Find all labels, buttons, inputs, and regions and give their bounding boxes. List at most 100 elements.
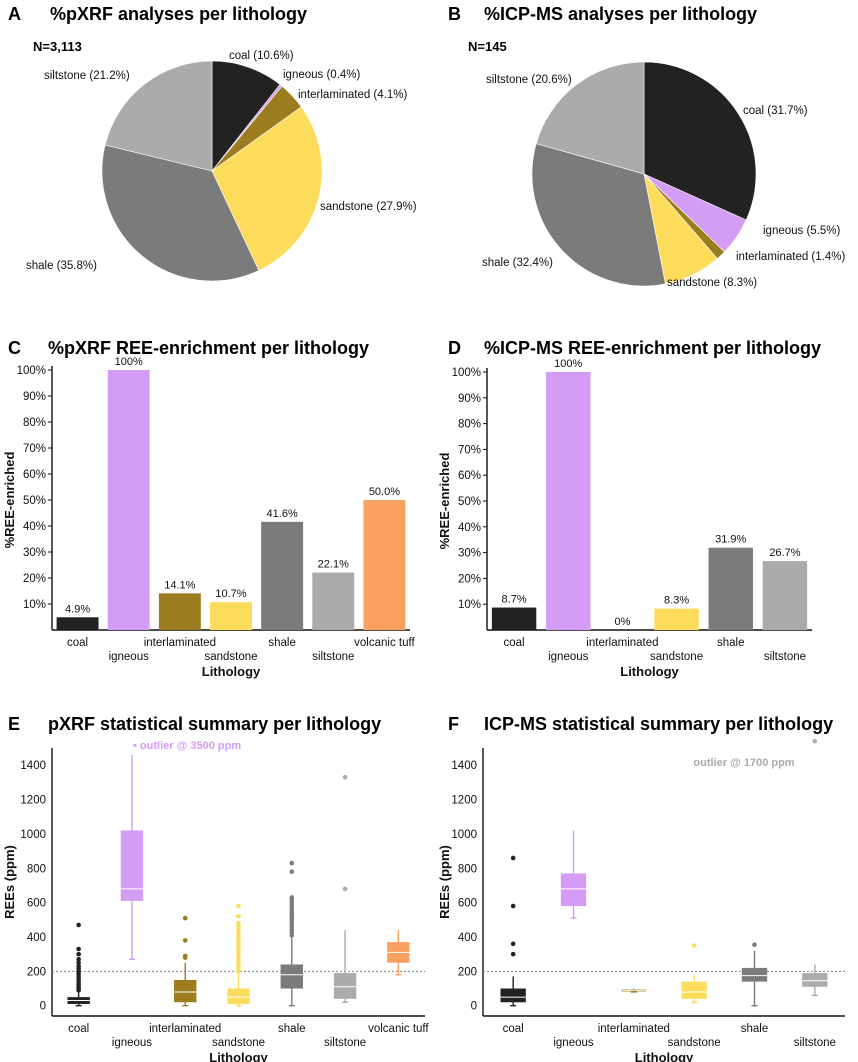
- boxE-outlier-coal: [76, 922, 81, 928]
- barC-bar-coal: [56, 617, 99, 630]
- barC-data-label-interlaminated: 14.1%: [164, 579, 195, 591]
- boxE-ytick-label: 1400: [20, 760, 46, 772]
- barC-category-interlaminated: interlaminated: [144, 637, 216, 649]
- boxE-outlier-sandstone: [236, 944, 241, 950]
- pieA-label-interlaminated: interlaminated (4.1%): [298, 89, 407, 101]
- pieA-slice-siltstone: [104, 60, 213, 172]
- barD-category-igneous: igneous: [548, 651, 589, 663]
- pieB-slice-coal: [643, 61, 757, 221]
- panel-e-outlier-note: • outlier @ 3500 ppm: [133, 740, 241, 752]
- panel-a-title: %pXRF analyses per lithology: [50, 4, 307, 24]
- boxE-ytick-label: 0: [40, 1001, 46, 1013]
- boxE-y-title: REEs (ppm): [2, 845, 17, 919]
- barC-bar-volcanic-tuff: [363, 500, 406, 630]
- barC-category-shale: shale: [268, 637, 296, 649]
- barD-data-label-siltstone: 26.7%: [769, 547, 800, 559]
- boxF-outlier-sandstone: [691, 943, 697, 948]
- barC-data-label-siltstone: 22.1%: [318, 559, 349, 571]
- boxE-outlier-siltstone: [342, 774, 348, 780]
- barC-ytick-label: 100%: [17, 365, 46, 377]
- boxF-category-coal: coal: [503, 1023, 524, 1035]
- barC-ytick-label: 80%: [23, 417, 46, 429]
- boxF-outlier-siltstone: [812, 738, 818, 744]
- barC-x-title: Lithology: [202, 664, 261, 679]
- barD-ytick-label: 60%: [458, 470, 481, 482]
- panel-c-bar-chart: 10% 20% 30% 40% 50% 60% 70% 80% 90% 100% 4.9% coal 1…: [2, 356, 415, 679]
- panel-e-letter: E: [8, 714, 20, 734]
- boxF-box-igneous: [560, 873, 587, 907]
- boxF-category-interlaminated: interlaminated: [598, 1023, 670, 1035]
- barC-bar-sandstone: [210, 602, 252, 630]
- boxF-category-siltstone: siltstone: [794, 1037, 836, 1049]
- boxE-box-interlaminated: [174, 979, 197, 1003]
- barD-ytick-label: 70%: [458, 444, 481, 456]
- pieB-label-siltstone: siltstone (20.6%): [486, 74, 572, 86]
- barC-data-label-volcanic-tuff: 50.0%: [369, 486, 400, 498]
- barC-data-label-sandstone: 10.7%: [215, 588, 246, 600]
- pieB-label-igneous: igneous (5.5%): [763, 225, 841, 237]
- boxF-ytick-label: 800: [458, 863, 477, 875]
- pieA-label-siltstone: siltstone (21.2%): [44, 70, 130, 82]
- barD-ytick-label: 90%: [458, 393, 481, 405]
- boxF-ytick-label: 400: [458, 932, 477, 944]
- panel-e-title: pXRF statistical summary per lithology: [48, 714, 381, 734]
- barC-ytick-label: 30%: [23, 547, 46, 559]
- barC-bar-igneous: [107, 370, 150, 630]
- barC-category-coal: coal: [67, 637, 88, 649]
- panel-a-letter: A: [8, 4, 21, 24]
- barC-bar-siltstone: [312, 572, 355, 630]
- boxE-outlier-coal: [76, 957, 81, 962]
- boxE-outlier-shale: [289, 860, 295, 866]
- boxF-y-title: REEs (ppm): [437, 845, 452, 919]
- boxF-ytick-label: 600: [458, 898, 477, 910]
- boxE-outlier-interlaminated: [182, 953, 188, 959]
- boxE-ytick-label: 800: [27, 863, 46, 875]
- panel-a-pie: coal (10.6%) igneous (0.4%) interlaminated…: [26, 50, 417, 282]
- panel-e-box-plot: 0 200 400 600 800 1000 1200 1400 coal igneous inte…: [2, 748, 429, 1062]
- barD-bar-siltstone: [762, 561, 808, 630]
- boxE-outlier-interlaminated: [182, 915, 188, 921]
- barC-ytick-label: 40%: [23, 521, 46, 533]
- panel-d-bar-chart: 10% 20% 30% 40% 50% 60% 70% 80% 90% 100% 8.7% coal 1…: [437, 358, 812, 679]
- boxF-category-igneous: igneous: [553, 1037, 594, 1049]
- boxE-outlier-sandstone: [236, 948, 241, 954]
- boxE-outlier-shale: [289, 869, 295, 874]
- boxE-outlier-coal: [76, 946, 81, 952]
- panel-c-letter: C: [8, 338, 21, 358]
- boxF-box-shale: [741, 967, 768, 982]
- panel-f-outlier-note: outlier @ 1700 ppm: [693, 757, 794, 769]
- boxF-category-shale: shale: [741, 1023, 769, 1035]
- boxE-category-interlaminated: interlaminated: [149, 1023, 221, 1035]
- pieA-slice-shale: [101, 144, 260, 282]
- barD-ytick-label: 20%: [458, 573, 481, 585]
- boxE-category-sandstone: sandstone: [212, 1037, 265, 1049]
- boxE-category-volcanic-tuff: volcanic tuff: [368, 1023, 429, 1035]
- panel-b-pie: coal (31.7%) igneous (5.5%) interlaminated…: [482, 61, 845, 289]
- barD-ytick-label: 10%: [458, 599, 481, 611]
- panel-c-title: %pXRF REE-enrichment per lithology: [48, 338, 369, 358]
- barD-category-siltstone: siltstone: [764, 651, 806, 663]
- boxE-category-igneous: igneous: [112, 1037, 153, 1049]
- barD-ytick-label: 40%: [458, 522, 481, 534]
- pieB-label-shale: shale (32.4%): [482, 257, 553, 269]
- boxF-category-sandstone: sandstone: [668, 1037, 721, 1049]
- barC-y-title: %REE-enriched: [2, 452, 17, 549]
- pieB-label-coal: coal (31.7%): [743, 105, 808, 117]
- barD-bar-coal: [491, 607, 537, 630]
- boxE-outlier-sandstone: [236, 958, 241, 964]
- boxE-outlier-sandstone: [236, 938, 241, 943]
- barD-ytick-label: 100%: [452, 367, 481, 379]
- boxE-outlier-sandstone: [236, 934, 241, 940]
- panel-b-letter: B: [448, 4, 461, 24]
- boxE-outlier-coal: [76, 951, 81, 957]
- pieB-slice-siltstone: [535, 61, 645, 175]
- barC-bar-shale: [261, 521, 304, 630]
- panel-f-letter: F: [448, 714, 459, 734]
- boxE-outlier-sandstone: [236, 914, 241, 919]
- boxF-ytick-label: 0: [471, 1001, 477, 1013]
- panel-d-letter: D: [448, 338, 461, 358]
- boxF-box-siltstone: [802, 973, 828, 987]
- barD-y-title: %REE-enriched: [437, 453, 452, 550]
- boxE-category-shale: shale: [278, 1023, 306, 1035]
- boxE-outlier-sandstone: [236, 951, 241, 957]
